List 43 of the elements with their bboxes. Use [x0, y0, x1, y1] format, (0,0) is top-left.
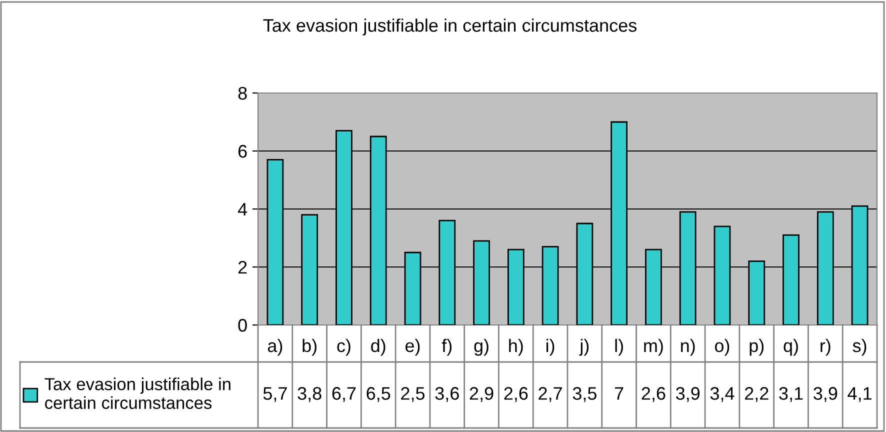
chart-title: Tax evasion justifiable in certain circumstances	[263, 18, 637, 36]
x-tick-label: g)	[474, 338, 488, 356]
x-tick-label: q)	[784, 338, 798, 356]
x-tick-label: b)	[302, 338, 316, 356]
x-tick-label: r)	[820, 338, 830, 356]
x-tick-label: e)	[405, 338, 420, 356]
x-tick-label: s)	[852, 338, 866, 356]
data-label: 3,5	[572, 387, 596, 402]
x-tick-label: l)	[615, 338, 623, 356]
data-label: 2,6	[504, 387, 528, 402]
x-tick-label: a)	[268, 338, 282, 356]
data-label: 3,9	[814, 387, 838, 402]
data-label: 3,1	[779, 387, 803, 402]
y-tick-label: 8	[238, 86, 247, 100]
x-tick-label: n)	[681, 338, 695, 356]
y-tick-label: 6	[238, 144, 247, 158]
x-tick-label: c)	[337, 338, 350, 356]
data-label: 2,6	[642, 387, 666, 402]
y-tick-label: 4	[238, 203, 248, 216]
x-tick-label: m)	[644, 338, 663, 356]
legend-label: Tax evasion justifiable in certain circumstances	[44, 378, 230, 410]
y-tick-label: 0	[238, 318, 247, 332]
y-tick-label: 2	[238, 260, 247, 274]
data-label: 3,6	[435, 387, 459, 402]
x-tick-label: i)	[546, 338, 554, 356]
x-tick-label: p)	[750, 338, 764, 356]
data-label: 3,9	[676, 387, 700, 402]
x-tick-label: h)	[509, 338, 523, 356]
data-label: 2,5	[401, 387, 425, 402]
data-label: 2,2	[745, 387, 768, 402]
data-label: 7	[614, 387, 624, 400]
data-label: 2,7	[538, 387, 562, 402]
x-tick-label: o)	[714, 338, 730, 356]
x-tick-label: j)	[579, 338, 589, 356]
data-label: 3,8	[298, 387, 322, 402]
data-label: 6,5	[366, 387, 390, 402]
x-tick-label: f)	[442, 338, 452, 356]
data-label: 4,1	[848, 387, 872, 402]
data-label: 2,9	[470, 387, 494, 402]
data-label: 3,4	[710, 387, 734, 402]
data-label: 5,7	[263, 387, 287, 402]
data-label: 6,7	[332, 387, 356, 402]
x-tick-label: d)	[371, 338, 386, 356]
